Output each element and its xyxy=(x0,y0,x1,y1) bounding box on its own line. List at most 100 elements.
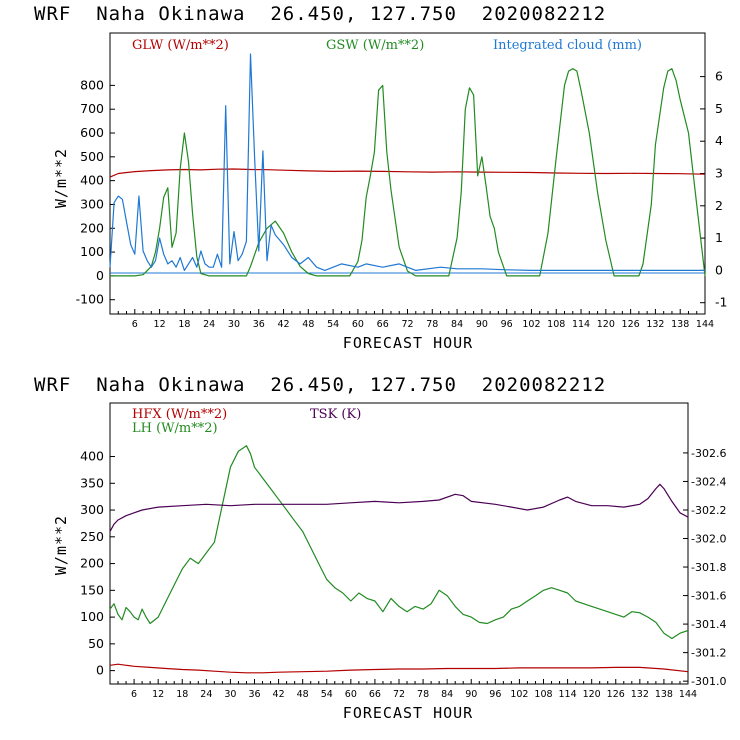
legend-cloud: Integrated cloud (mm) xyxy=(493,38,642,53)
x-tick-label: 72 xyxy=(401,319,413,330)
y2-tick-label: 2 xyxy=(715,198,723,213)
x-tick-label: 6 xyxy=(131,689,137,700)
y2-tick-label: -302.6 xyxy=(691,447,726,460)
x-tick-label: 36 xyxy=(248,689,260,700)
y2-tick-label: 1 xyxy=(715,230,723,245)
series-line-hfx xyxy=(109,663,689,674)
x-tick-label: 126 xyxy=(622,319,640,330)
series-line-integrated xyxy=(109,53,705,271)
x-tick-label: 48 xyxy=(302,319,314,330)
y-tick-label: 0 xyxy=(96,663,104,678)
y2-tick-label: -302.4 xyxy=(691,475,726,488)
x-tick-label: 108 xyxy=(547,319,565,330)
y-tick-label: 500 xyxy=(80,149,104,164)
x-tick-label: 18 xyxy=(176,689,188,700)
y-tick-label: 300 xyxy=(80,502,104,517)
legend-tsk: TSK (K) xyxy=(310,407,361,422)
x-tick-label: 78 xyxy=(426,319,438,330)
y2-tick-label: 4 xyxy=(715,133,723,148)
x-tick-label: 30 xyxy=(224,689,236,700)
y-tick-label: 400 xyxy=(80,173,104,188)
y2-tick-label: 0 xyxy=(715,262,723,277)
x-tick-label: 120 xyxy=(583,689,601,700)
x-tick-label: 102 xyxy=(510,689,528,700)
x-tick-label: 144 xyxy=(696,319,714,330)
y-tick-label: 350 xyxy=(80,475,104,490)
y-tick-label: 200 xyxy=(80,556,104,571)
x-tick-label: 90 xyxy=(476,319,488,330)
y2-tick-label: -301.8 xyxy=(691,561,726,574)
x-tick-label: 42 xyxy=(277,319,289,330)
y2-tick-label: -302.0 xyxy=(691,533,726,546)
x-tick-label: 6 xyxy=(132,319,138,330)
series-line-lh xyxy=(109,445,689,640)
y2-tick-label: -301.0 xyxy=(691,675,726,688)
x-tick-label: 48 xyxy=(297,689,309,700)
x-tick-label: 24 xyxy=(203,319,215,330)
series-line-gsw xyxy=(110,68,706,277)
x-tick-label: 108 xyxy=(534,689,552,700)
x-tick-label: 84 xyxy=(451,319,463,330)
y-tick-label: 100 xyxy=(80,244,104,259)
x-tick-label: 114 xyxy=(559,689,577,700)
y-tick-label: 250 xyxy=(80,529,104,544)
legend-gsw: GSW (W/m**2) xyxy=(326,38,424,53)
y-tick-label: 700 xyxy=(80,101,104,116)
y-tick-label: 150 xyxy=(80,582,104,597)
x-tick-label: 102 xyxy=(522,319,540,330)
chart-title-2: WRF Naha Okinawa 26.450, 127.750 2020082… xyxy=(34,374,606,396)
x-tick-label: 12 xyxy=(154,319,166,330)
y-tick-label: -100 xyxy=(76,292,104,307)
x-tick-label: 126 xyxy=(607,689,625,700)
glw-gsw-cloud-chart: WRF Naha Okinawa 26.450, 127.750 2020082… xyxy=(34,3,727,352)
y-tick-label: 800 xyxy=(80,77,104,92)
x-tick-label: 114 xyxy=(572,319,590,330)
series-line-tsk xyxy=(109,483,689,532)
x-tick-label: 12 xyxy=(152,689,164,700)
x-tick-label: 36 xyxy=(253,319,265,330)
x-tick-label: 42 xyxy=(273,689,285,700)
x-tick-label: 90 xyxy=(465,689,477,700)
y-tick-label: 400 xyxy=(80,449,104,464)
y-tick-label: 600 xyxy=(80,125,104,140)
y2-tick-label: 5 xyxy=(715,101,723,116)
x-tick-label: 132 xyxy=(631,689,649,700)
x-axis-label-1: FORECAST HOUR xyxy=(343,334,473,352)
x-tick-label: 96 xyxy=(501,319,513,330)
x-tick-label: 138 xyxy=(671,319,689,330)
x-tick-label: 120 xyxy=(597,319,615,330)
x-tick-label: 54 xyxy=(321,689,333,700)
legend-glw: GLW (W/m**2) xyxy=(132,38,229,53)
x-tick-label: 66 xyxy=(369,689,381,700)
x-tick-label: 30 xyxy=(228,319,240,330)
y2-tick-label: -302.2 xyxy=(691,504,726,517)
y-tick-label: 100 xyxy=(80,609,104,624)
hfx-lh-tsk-chart: WRF Naha Okinawa 26.450, 127.750 2020082… xyxy=(34,374,726,722)
y2-tick-label: -301.4 xyxy=(691,618,726,631)
x-tick-label: 66 xyxy=(377,319,389,330)
y-tick-label: 200 xyxy=(80,220,104,235)
series-line-glw xyxy=(109,168,706,178)
x-tick-label: 54 xyxy=(327,319,339,330)
x-tick-label: 24 xyxy=(200,689,212,700)
chart-title-1: WRF Naha Okinawa 26.450, 127.750 2020082… xyxy=(34,3,606,25)
x-tick-label: 96 xyxy=(489,689,501,700)
x-axis-label-2: FORECAST HOUR xyxy=(343,704,473,722)
legend-hfx: HFX (W/m**2) xyxy=(132,407,227,422)
y2-tick-label: -301.6 xyxy=(691,590,726,603)
y-axis-label-2: W/m**2 xyxy=(52,515,70,575)
y-tick-label: 50 xyxy=(88,636,104,651)
x-tick-label: 72 xyxy=(393,689,405,700)
plot-frame-2 xyxy=(109,402,689,685)
x-tick-label: 144 xyxy=(679,689,697,700)
y-tick-label: 0 xyxy=(96,268,104,283)
x-tick-label: 60 xyxy=(345,689,357,700)
y2-tick-label: -1 xyxy=(715,295,727,310)
y-axis-label-1: W/m**2 xyxy=(52,148,70,208)
y-tick-label: 300 xyxy=(80,196,104,211)
y2-tick-label: 6 xyxy=(715,69,723,84)
x-tick-label: 18 xyxy=(178,319,190,330)
y2-tick-label: -301.2 xyxy=(691,647,726,660)
x-tick-label: 60 xyxy=(352,319,364,330)
